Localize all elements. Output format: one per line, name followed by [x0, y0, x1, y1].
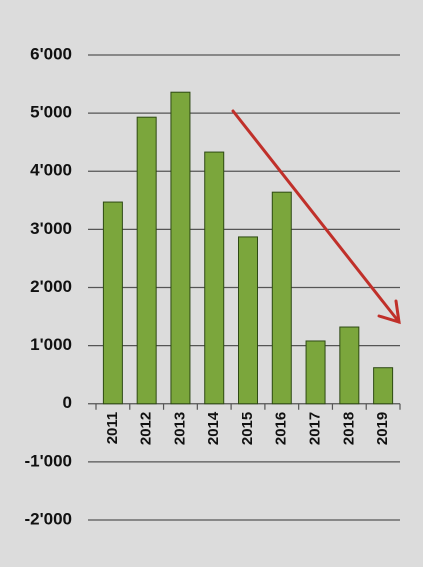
arrow-shaft	[231, 109, 401, 324]
x-tick-label: 2018	[340, 412, 357, 445]
x-tick-label: 2014	[205, 411, 222, 445]
bar	[102, 201, 123, 405]
bar	[271, 191, 292, 405]
bar	[170, 91, 191, 405]
x-tick-label: 2019	[374, 412, 391, 445]
x-tick-label: 2013	[171, 412, 188, 445]
y-tick-label: 5'000	[30, 103, 72, 122]
bar	[136, 116, 157, 405]
plot: -2'000 -1'000 0 1'000 2'000 3'000 4'000 5'000 6'…	[24, 44, 401, 528]
trend-arrow	[231, 109, 401, 325]
y-tick-label: 1'000	[30, 335, 72, 354]
bar	[373, 367, 394, 405]
y-tick-label: -1'000	[24, 451, 72, 470]
bar	[204, 151, 225, 405]
x-tick-label: 2017	[307, 412, 324, 445]
x-tick-label: 2016	[273, 412, 290, 445]
bar	[305, 340, 326, 405]
y-tick-label: 2'000	[30, 277, 72, 296]
y-tick-label: 6'000	[30, 44, 72, 63]
bar	[339, 326, 360, 405]
y-tick-label: -2'000	[24, 509, 72, 528]
x-tick-label: 2015	[239, 412, 256, 445]
y-tick-label: 3'000	[30, 219, 72, 238]
x-tick-label: 2011	[104, 412, 121, 445]
bar	[238, 236, 258, 405]
arrow-head	[377, 299, 401, 325]
y-tick-label: 4'000	[30, 161, 72, 180]
x-tick-label: 2012	[138, 412, 155, 445]
y-tick-label: 0	[63, 393, 72, 412]
